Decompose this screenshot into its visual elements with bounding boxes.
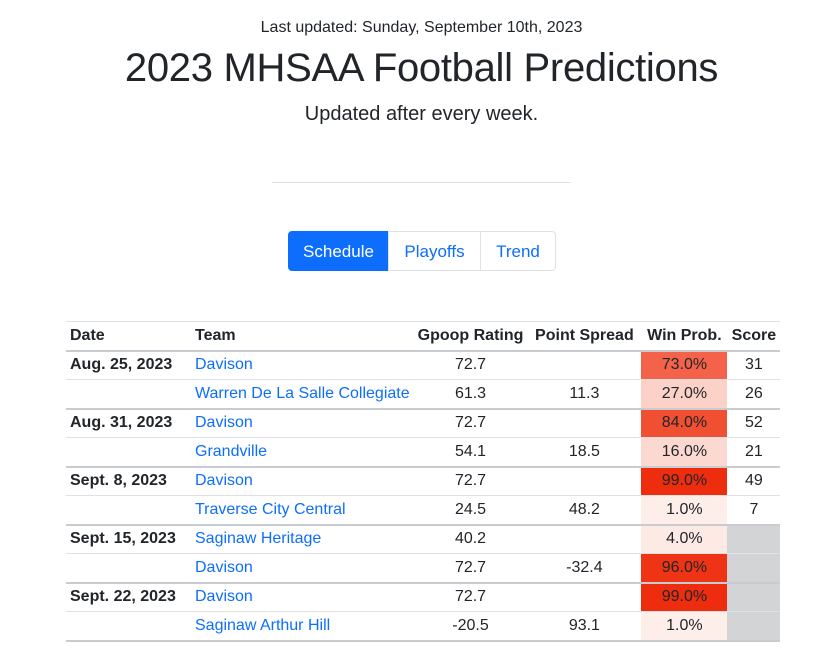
rating-cell: 54.1 <box>413 437 528 468</box>
rating-cell: -20.5 <box>413 611 528 642</box>
score-cell <box>727 611 781 642</box>
score-cell <box>727 582 781 612</box>
divider <box>272 182 571 183</box>
point-spread-cell: -32.4 <box>527 553 642 584</box>
rating-cell: 24.5 <box>413 495 528 526</box>
column-header-win-prob: Win Prob. <box>641 321 728 352</box>
point-spread-cell: 93.1 <box>527 611 642 642</box>
column-header-rating: Gpoop Rating <box>413 321 528 352</box>
game-date <box>66 611 191 642</box>
team-link[interactable]: Davison <box>191 466 414 496</box>
tab-playoffs[interactable]: Playoffs <box>388 231 481 271</box>
table-row: Saginaw Arthur Hill -20.5 93.1 1.0% <box>66 611 781 642</box>
game-date <box>66 379 191 410</box>
tab-schedule[interactable]: Schedule <box>288 231 389 271</box>
game-date: Sept. 22, 2023 <box>66 582 191 612</box>
team-link[interactable]: Davison <box>191 350 414 380</box>
win-prob-cell: 96.0% <box>641 553 728 584</box>
rating-cell: 72.7 <box>413 350 528 380</box>
win-prob-cell: 1.0% <box>641 611 728 642</box>
game-date <box>66 495 191 526</box>
page-title: 2023 MHSAA Football Predictions <box>124 46 719 90</box>
table-row: Sept. 22, 2023 Davison 72.7 99.0% <box>66 582 781 612</box>
win-prob-cell: 16.0% <box>641 437 728 468</box>
table-row: Aug. 25, 2023 Davison 72.7 73.0% 31 <box>66 350 781 380</box>
column-header-team: Team <box>191 321 414 352</box>
rating-cell: 72.7 <box>413 582 528 612</box>
team-link[interactable]: Grandville <box>191 437 414 468</box>
point-spread-cell <box>527 408 642 438</box>
score-cell <box>727 524 781 554</box>
game-date <box>66 553 191 584</box>
column-header-score: Score <box>727 321 781 352</box>
score-cell: 21 <box>727 437 781 468</box>
page-subtitle: Updated after every week. <box>304 103 539 125</box>
table-row: Aug. 31, 2023 Davison 72.7 84.0% 52 <box>66 408 781 438</box>
point-spread-cell: 48.2 <box>527 495 642 526</box>
win-prob-cell: 4.0% <box>641 524 728 554</box>
point-spread-cell <box>527 524 642 554</box>
score-cell: 52 <box>727 408 781 438</box>
point-spread-cell <box>527 350 642 380</box>
team-link[interactable]: Traverse City Central <box>191 495 414 526</box>
game-date: Aug. 25, 2023 <box>66 350 191 380</box>
schedule-table: Date Team Gpoop Rating Point Spread Win … <box>66 321 781 642</box>
point-spread-cell <box>527 466 642 496</box>
table-header-row: Date Team Gpoop Rating Point Spread Win … <box>66 321 781 352</box>
table-row: Warren De La Salle Collegiate 61.3 11.3 27.… <box>66 379 781 410</box>
win-prob-cell: 99.0% <box>641 582 728 612</box>
game-date: Aug. 31, 2023 <box>66 408 191 438</box>
team-link[interactable]: Davison <box>191 553 414 584</box>
game-date: Sept. 8, 2023 <box>66 466 191 496</box>
column-header-spread: Point Spread <box>527 321 642 352</box>
column-header-date: Date <box>66 321 191 352</box>
table-row: Sept. 15, 2023 Saginaw Heritage 40.2 4.0% <box>66 524 781 554</box>
table-row: Traverse City Central 24.5 48.2 1.0% 7 <box>66 495 781 526</box>
schedule-table-body: Aug. 25, 2023 Davison 72.7 73.0% 31 Warren De… <box>66 350 781 642</box>
win-prob-cell: 73.0% <box>641 350 728 380</box>
win-prob-cell: 99.0% <box>641 466 728 496</box>
team-link[interactable]: Davison <box>191 408 414 438</box>
tab-trend[interactable]: Trend <box>480 231 556 271</box>
score-cell: 31 <box>727 350 781 380</box>
table-row: Sept. 8, 2023 Davison 72.7 99.0% 49 <box>66 466 781 496</box>
score-cell <box>727 553 781 584</box>
win-prob-cell: 84.0% <box>641 408 728 438</box>
point-spread-cell: 18.5 <box>527 437 642 468</box>
rating-cell: 72.7 <box>413 408 528 438</box>
team-link[interactable]: Warren De La Salle Collegiate <box>191 379 414 410</box>
game-date <box>66 437 191 468</box>
score-cell: 49 <box>727 466 781 496</box>
team-link[interactable]: Saginaw Heritage <box>191 524 414 554</box>
score-cell: 7 <box>727 495 781 526</box>
win-prob-cell: 27.0% <box>641 379 728 410</box>
rating-cell: 61.3 <box>413 379 528 410</box>
rating-cell: 72.7 <box>413 553 528 584</box>
win-prob-cell: 1.0% <box>641 495 728 526</box>
score-cell: 26 <box>727 379 781 410</box>
table-row: Grandville 54.1 18.5 16.0% 21 <box>66 437 781 468</box>
team-link[interactable]: Saginaw Arthur Hill <box>191 611 414 642</box>
point-spread-cell <box>527 582 642 612</box>
view-tabs: Schedule Playoffs Trend <box>288 231 556 271</box>
table-row: Davison 72.7 -32.4 96.0% <box>66 553 781 584</box>
point-spread-cell: 11.3 <box>527 379 642 410</box>
last-updated-text: Last updated: Sunday, September 10th, 20… <box>260 19 583 36</box>
team-link[interactable]: Davison <box>191 582 414 612</box>
rating-cell: 40.2 <box>413 524 528 554</box>
game-date: Sept. 15, 2023 <box>66 524 191 554</box>
rating-cell: 72.7 <box>413 466 528 496</box>
